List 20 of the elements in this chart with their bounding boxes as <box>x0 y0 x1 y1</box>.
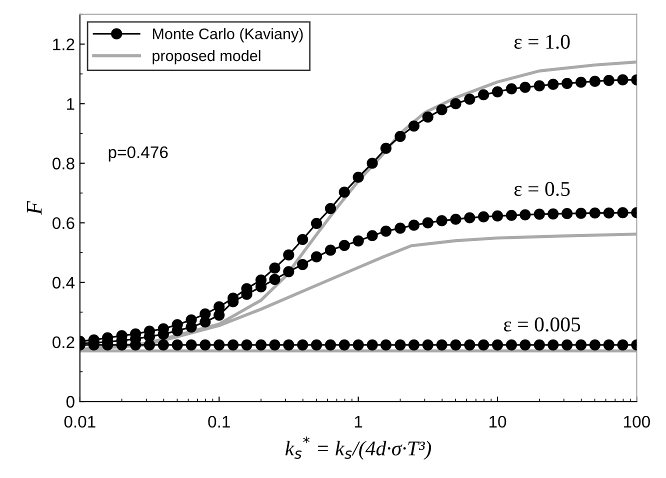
legend-label: proposed model <box>152 50 260 64</box>
y-tick-label: 0.8 <box>52 158 74 170</box>
annotation: p=0.476 <box>108 146 168 162</box>
annotation: ε = 1.0 <box>514 34 570 49</box>
x-axis-title: k$_{s}$$^{*}$ = k$_{s}$/(4d·σ·T³) <box>285 436 432 460</box>
y-tick-label: 1.2 <box>53 38 74 50</box>
x-tick-label: 10 <box>490 416 506 428</box>
y-tick-label: 1 <box>67 98 74 110</box>
x-tick-label: 0.01 <box>64 416 96 428</box>
y-tick-label: 0.6 <box>52 217 74 230</box>
legend-label: Monte Carlo (Kaviany) <box>152 28 303 42</box>
x-tick-label: 100 <box>624 416 650 428</box>
x-tick-label: 1 <box>354 416 362 428</box>
y-tick-label: 0.2 <box>52 336 74 348</box>
y-axis-title: F <box>27 200 42 215</box>
annotation: ε = 0.5 <box>514 182 570 196</box>
y-tick-label: 0 <box>66 396 74 408</box>
annotation: ε = 0.005 <box>504 317 580 332</box>
y-tick-label: 0.4 <box>52 276 75 289</box>
x-tick-label: 0.1 <box>208 416 230 428</box>
